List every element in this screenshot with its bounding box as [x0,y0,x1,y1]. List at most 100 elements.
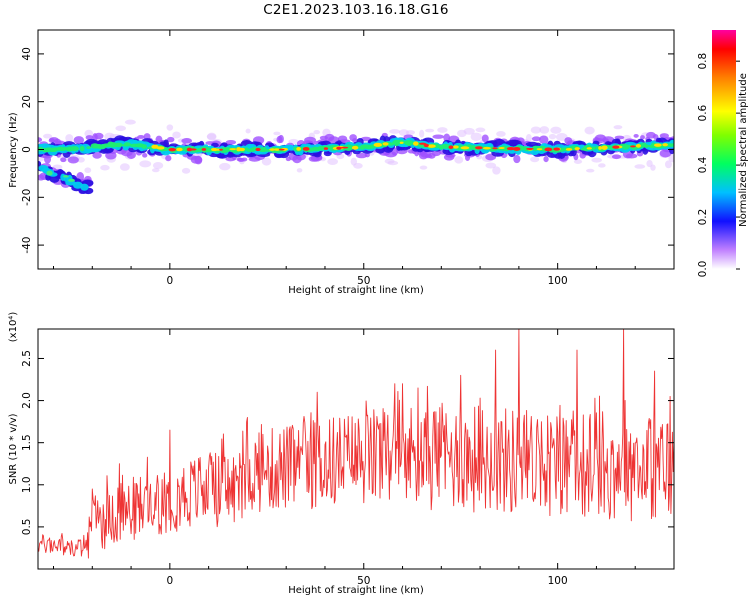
heat-blob [452,145,459,149]
heat-blob [437,127,448,133]
heat-blob [553,147,561,151]
heat-blob [475,127,486,133]
y-tick-label: 0 [21,146,33,153]
heat-blob [85,135,94,140]
heat-blob [44,155,52,164]
heat-blob [68,178,75,182]
heat-blob [584,126,595,135]
heat-blob [550,126,562,134]
heat-blob [483,146,491,150]
heat-blob [219,148,223,151]
heat-blob [653,143,662,147]
heat-blob [73,136,85,144]
y-tick-label: -40 [21,237,33,254]
heat-blob [156,146,165,150]
heat-blob [219,162,231,171]
colorbar-tick-label: 0.4 [697,156,709,173]
heat-blob [530,156,540,163]
heat-blob [662,143,668,147]
heat-blob [492,166,501,175]
heat-blob [526,147,534,150]
heat-blob [432,134,445,139]
y-tick-label: -20 [21,189,33,206]
heat-blob [43,133,53,139]
heat-blob [323,147,329,150]
heat-blob [498,147,505,150]
snr-panel: 0 50 100 0.5 1.0 1.5 2.0 2.5 Height of straight… [8,312,675,596]
heat-blob [152,161,164,169]
snr-line [38,329,674,559]
heat-blob [113,142,123,147]
heat-blob [492,147,498,150]
heat-blob [79,145,85,152]
heat-blob [65,134,74,142]
heat-blob [496,130,506,137]
snr-x-axis-label: Height of straight line (km) [288,585,424,596]
heat-blob [181,167,191,174]
y-tick-label: 0.5 [21,519,33,536]
heat-blob [591,157,602,163]
heat-blob [352,138,358,143]
heat-blob [512,146,521,151]
heat-blob [634,164,646,169]
colorbar-tick-label: 0.6 [697,104,709,121]
heat-blob [327,158,338,166]
heat-blob [167,136,175,143]
heat-blob [454,156,464,164]
colorbar-label: Normalized spectral amplitude [738,73,749,227]
heat-blob [139,160,152,168]
heat-blob [137,135,145,139]
heat-blob [614,135,625,140]
heat-blob [389,129,401,134]
heat-blob [126,150,136,159]
spectrogram-panel: 0 50 100 -40 -20 0 20 40 Height of straight lin… [8,29,675,296]
x-tick-label: 50 [357,575,370,587]
heat-blob [278,134,284,144]
heat-blob [425,128,435,133]
heat-blob [513,154,521,164]
heat-blob [548,133,557,140]
heat-blob [463,127,475,135]
heat-blob [124,119,136,125]
heat-blob [613,125,623,130]
heat-blob [166,124,174,131]
heat-blob [544,147,553,152]
heat-blob [296,147,301,151]
heat-blob [186,147,193,152]
heat-blob [419,165,428,170]
heat-blob [539,135,549,144]
heat-blob [236,147,242,152]
heat-blob [84,167,92,174]
heat-blob [273,148,280,151]
heat-blob [313,129,321,135]
heat-blob [172,131,181,139]
heat-blob [382,142,389,146]
x-tick-label: 100 [548,275,568,287]
x-tick-label: 0 [167,275,174,287]
heat-blob [373,142,383,147]
snr-background [38,329,674,569]
heat-blob [640,135,645,140]
y-tick-label: 1.5 [21,434,33,451]
heat-blob [525,134,532,143]
heat-blob [67,156,79,164]
colorbar-gradient [712,30,736,269]
heat-blob [669,143,674,147]
colorbar-tick-label: 0.8 [697,53,709,70]
x-tick-label: 50 [357,275,370,287]
heat-blob [635,143,642,148]
heat-blob [255,147,261,152]
heat-blob [229,148,237,151]
heat-blob [413,141,419,146]
heat-blob [151,168,160,173]
spectrogram-y-axis-label: Frequency (Hz) [8,112,19,188]
heat-blob [387,160,399,166]
heat-blob [460,146,470,150]
heat-blob [201,148,207,151]
heat-blob [506,147,515,151]
y-tick-label: 2.0 [21,392,33,409]
heat-blob [181,137,193,144]
spectrogram-x-axis-label: Height of straight line (km) [288,285,424,296]
heat-blob [273,131,281,136]
